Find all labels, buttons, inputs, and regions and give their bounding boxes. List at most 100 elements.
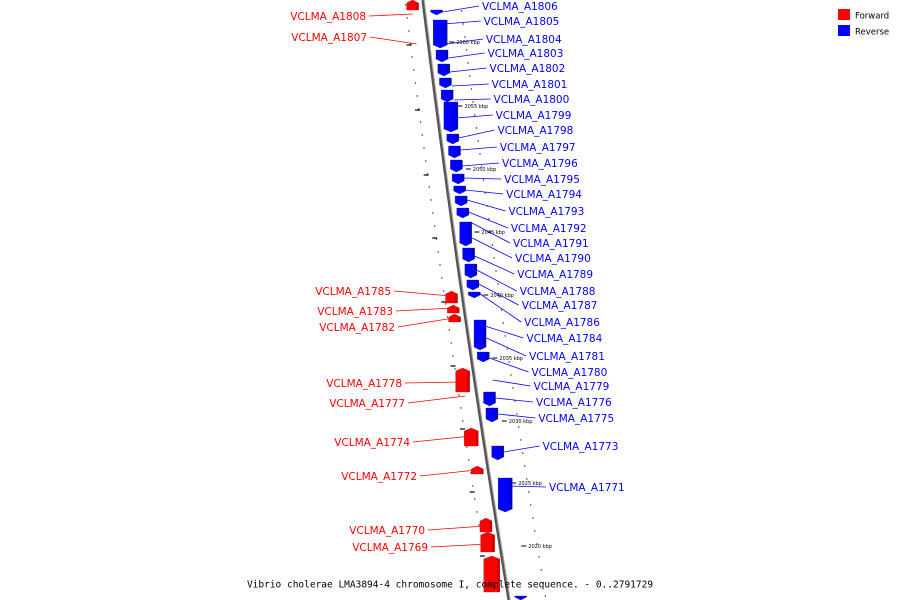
track-dot [476,511,478,513]
reverse-gene-label[interactable]: VCLMA_A1787 [522,300,598,312]
forward-gene-label[interactable]: VCLMA_A1772 [341,471,417,483]
reverse-gene-label[interactable]: VCLMA_A1803 [488,48,564,60]
forward-gene[interactable] [479,517,493,533]
reverse-gene-shade [440,10,443,12]
forward-gene[interactable] [483,555,500,593]
sequence-backbone-highlight [423,0,511,600]
track-dot [462,420,464,422]
reverse-gene-label[interactable]: VCLMA_A1776 [536,397,612,409]
reverse-gene-label[interactable]: VCLMA_A1784 [526,333,602,345]
reverse-gene-label[interactable]: VCLMA_A1796 [502,158,578,170]
reverse-gene-label[interactable]: VCLMA_A1788 [520,286,596,298]
forward-gene-label[interactable]: VCLMA_A1807 [291,32,367,44]
reverse-gene-label[interactable]: VCLMA_A1802 [490,63,566,75]
reverse-gene-shade [448,78,452,85]
forward-gene-label[interactable]: VCLMA_A1769 [352,542,428,554]
reverse-gene-shade [447,64,450,73]
reverse-gene-label[interactable]: VCLMA_A1801 [492,79,568,91]
track-dot [441,277,443,279]
track-dot [404,4,407,6]
reverse-gene-leader [443,20,481,25]
track-dot [414,82,417,84]
reverse-gene-leader [463,177,502,180]
reverse-gene-label[interactable]: VCLMA_A1789 [517,269,593,281]
reverse-gene-shade [463,186,466,191]
reverse-gene-label[interactable]: VCLMA_A1798 [498,125,574,137]
track-dot [443,290,445,292]
track-dot [423,147,425,149]
reverse-gene-leader [455,114,493,119]
reverse-gene-leader [458,129,495,139]
track-dot [413,69,415,71]
reverse-gene-label[interactable]: VCLMA_A1795 [504,174,580,186]
reverse-gene-leader [472,237,513,259]
reverse-gene-label[interactable]: VCLMA_A1797 [500,142,576,154]
reverse-gene-leader [462,162,500,167]
reverse-gene-leader [450,67,487,73]
reverse-gene-label[interactable]: VCLMA_A1790 [515,253,591,265]
track-dot [514,400,516,402]
track-dot [466,446,468,448]
track-dot [450,342,452,344]
forward-gene-label[interactable]: VCLMA_A1808 [290,11,366,23]
reverse-gene-label[interactable]: VCLMA_A1792 [511,223,587,235]
reverse-gene-label[interactable]: VCLMA_A1779 [534,381,610,393]
forward-gene-label[interactable]: VCLMA_A1782 [319,322,395,334]
forward-gene-label[interactable]: VCLMA_A1774 [334,437,410,449]
track-dot [477,140,479,142]
track-dot [479,153,481,155]
track-dot [488,218,490,220]
forward-gene-shade [475,431,479,446]
reverse-gene-label[interactable]: VCLMA_A1775 [538,413,614,425]
forward-gene-shade [492,535,495,552]
track-dot [458,394,460,396]
track-dot [506,348,508,350]
reverse-gene-label[interactable]: VCLMA_A1799 [496,110,572,122]
sequence-backbone [421,0,511,600]
scale-tick-label: 2050 kbp [473,167,497,173]
forward-gene-leader [419,469,477,477]
track-dot [504,335,506,337]
track-dot [493,257,495,259]
forward-gene-label[interactable]: VCLMA_A1770 [349,525,425,537]
reverse-gene-label[interactable]: VCLMA_A1773 [543,441,619,453]
track-dot [454,368,456,370]
forward-gene-label[interactable]: VCLMA_A1777 [329,398,405,410]
forward-gene[interactable] [448,313,461,323]
reverse-gene-leader [486,337,527,357]
track-dot [444,303,447,305]
reverse-gene-shade [472,248,475,259]
reverse-gene-label[interactable]: VCLMA_A1793 [509,206,585,218]
forward-gene-label[interactable]: VCLMA_A1785 [315,286,391,298]
reverse-gene-label[interactable]: VCLMA_A1794 [506,189,582,201]
forward-gene-leader [407,395,466,404]
reverse-gene-label[interactable]: VCLMA_A1805 [484,16,560,28]
forward-gene[interactable] [480,531,495,553]
reverse-gene-label[interactable]: VCLMA_A1771 [549,482,625,494]
reverse-gene-shade [483,320,487,347]
reverse-gene-shade [486,352,490,359]
track-dot [472,485,474,487]
track-dot [428,186,430,188]
forward-gene[interactable] [447,304,460,314]
track-dot [530,504,532,506]
reverse-gene-label[interactable]: VCLMA_A1806 [482,1,558,13]
reverse-gene-label[interactable]: VCLMA_A1791 [513,238,589,250]
reverse-gene-shade [466,208,469,215]
reverse-gene-leader [508,485,546,488]
forward-gene-label[interactable]: VCLMA_A1783 [317,306,393,318]
forward-gene-shade [455,294,458,303]
reverse-gene-leader [489,357,529,373]
track-dot [460,407,462,409]
reverse-gene-label[interactable]: VCLMA_A1800 [494,94,570,106]
track-dot [508,361,510,363]
reverse-gene-shade [464,196,468,203]
reverse-gene-label[interactable]: VCLMA_A1804 [486,34,562,46]
reverse-gene-label[interactable]: VCLMA_A1786 [524,317,600,329]
reverse-gene-shade [469,222,472,243]
reverse-gene-label[interactable]: VCLMA_A1781 [529,351,605,363]
forward-gene-shade [416,3,419,10]
reverse-gene-label[interactable]: VCLMA_A1780 [531,367,607,379]
forward-gene-label[interactable]: VCLMA_A1778 [326,378,402,390]
